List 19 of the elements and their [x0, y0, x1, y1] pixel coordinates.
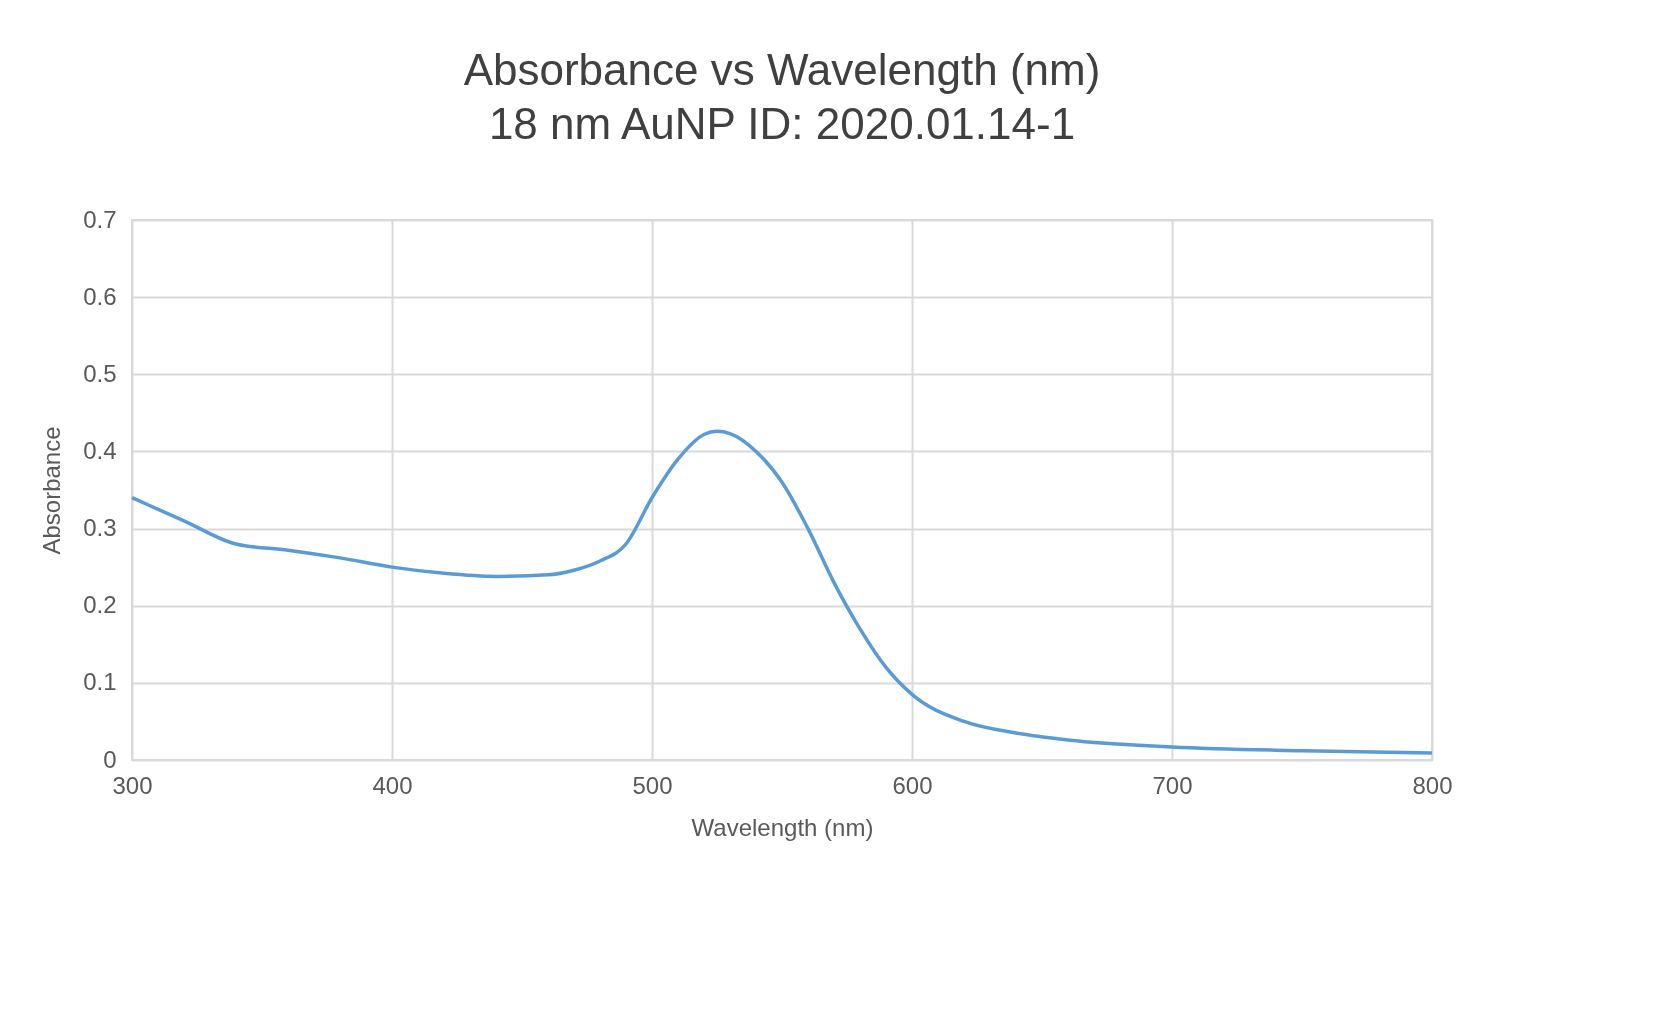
y-tick-label: 0.3 [83, 514, 117, 542]
y-tick-label: 0 [103, 745, 117, 773]
chart-subtitle: 18 nm AuNP ID: 2020.01.14-1 [488, 99, 1076, 148]
y-tick-label: 0.7 [83, 205, 117, 233]
y-tick-label: 0.1 [83, 668, 117, 696]
y-tick-label: 0.2 [83, 591, 117, 619]
x-tick-label: 500 [632, 771, 673, 799]
x-tick-label: 700 [1152, 771, 1193, 799]
x-axis-title: Wavelength (nm) [691, 813, 874, 841]
y-tick-label: 0.6 [83, 282, 117, 310]
y-tick-label: 0.4 [83, 436, 117, 464]
x-tick-label: 600 [892, 771, 933, 799]
chart-title: Absorbance vs Wavelength (nm) [463, 45, 1101, 94]
y-tick-label: 0.5 [83, 359, 117, 387]
x-tick-label: 800 [1412, 771, 1453, 799]
line-series [130, 429, 1434, 755]
y-axis-title: Absorbance [38, 426, 66, 555]
x-tick-label: 400 [372, 771, 413, 799]
x-tick-label: 300 [112, 771, 153, 799]
